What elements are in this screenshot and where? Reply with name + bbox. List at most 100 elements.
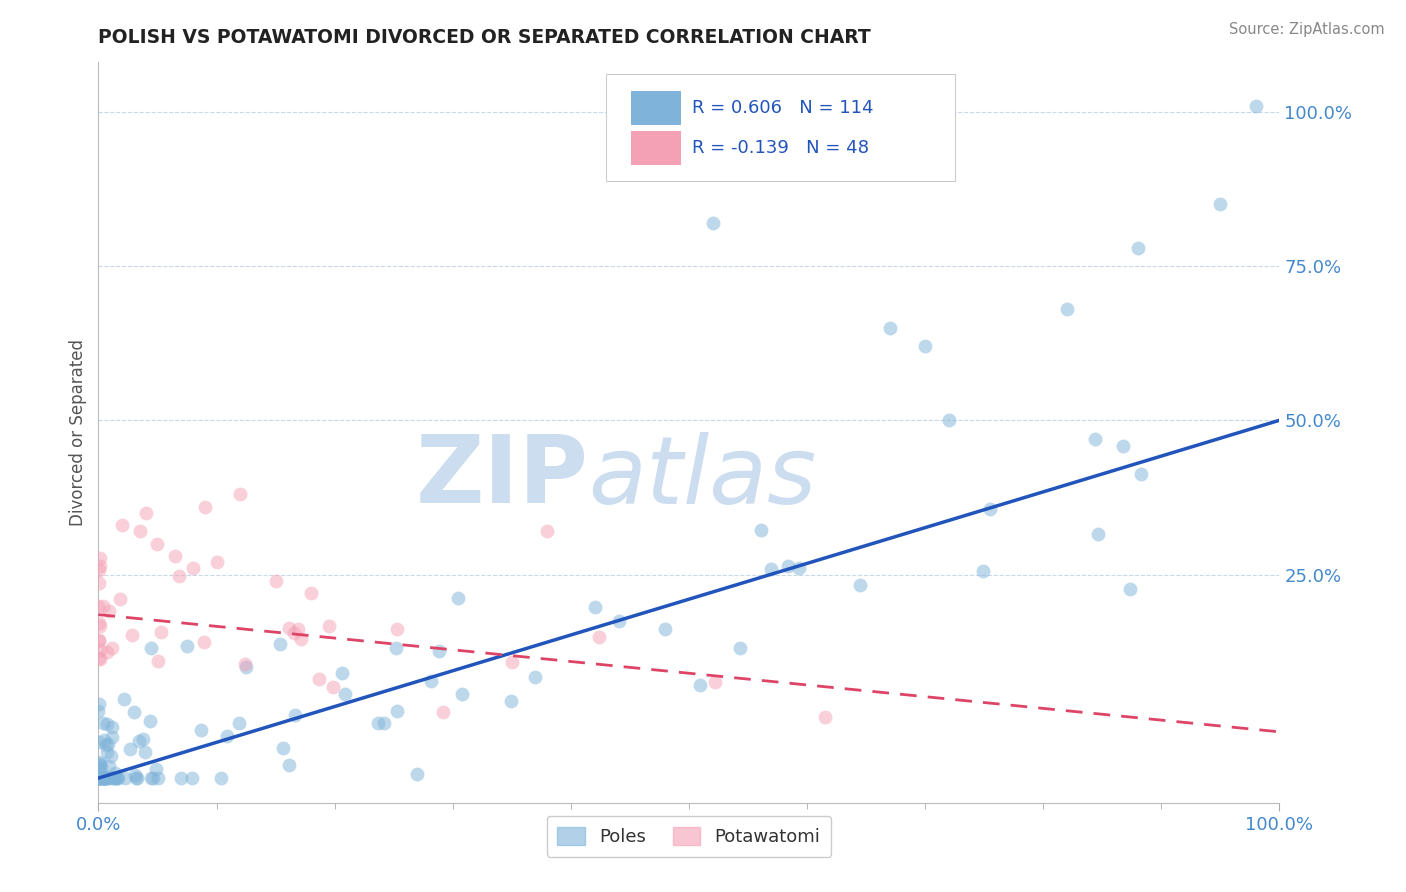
Point — [194, 500, 217, 514]
Point — [228, 716, 250, 731]
Point — [290, 632, 312, 647]
Point — [385, 622, 408, 636]
Point — [299, 586, 322, 600]
Point — [87, 771, 110, 785]
Point — [124, 771, 146, 785]
Point — [761, 562, 783, 576]
Point — [1244, 98, 1267, 112]
Point — [308, 672, 330, 686]
Point — [190, 723, 212, 738]
Point — [938, 413, 960, 427]
Point — [181, 561, 204, 575]
Point — [114, 771, 136, 785]
Point — [283, 625, 305, 640]
Point — [97, 737, 120, 751]
Point — [97, 603, 120, 617]
Point — [979, 501, 1001, 516]
Point — [165, 549, 187, 563]
Point — [90, 771, 112, 785]
Point — [87, 633, 110, 648]
Point — [139, 771, 162, 785]
Text: R = 0.606   N = 114: R = 0.606 N = 114 — [693, 99, 875, 118]
Point — [87, 771, 110, 785]
Point — [93, 599, 115, 614]
Point — [111, 518, 134, 533]
Point — [96, 645, 118, 659]
Point — [97, 771, 120, 785]
Point — [120, 741, 142, 756]
Point — [373, 716, 395, 731]
Point — [609, 614, 631, 628]
Point — [427, 644, 450, 658]
Point — [94, 771, 117, 785]
Text: atlas: atlas — [589, 432, 817, 523]
Point — [108, 591, 131, 606]
Point — [702, 216, 724, 230]
Point — [101, 730, 124, 744]
Point — [146, 771, 169, 785]
Point — [277, 621, 299, 635]
Text: R = -0.139   N = 48: R = -0.139 N = 48 — [693, 139, 869, 157]
Point — [150, 624, 173, 639]
Point — [101, 720, 124, 734]
Point — [89, 756, 111, 770]
Point — [318, 619, 340, 633]
Point — [89, 757, 111, 772]
Point — [104, 765, 127, 780]
Legend: Poles, Potawatomi: Poles, Potawatomi — [547, 815, 831, 856]
Point — [93, 771, 115, 785]
Point — [264, 574, 287, 588]
Point — [689, 678, 711, 692]
FancyBboxPatch shape — [631, 131, 681, 165]
Point — [93, 733, 115, 747]
Point — [89, 550, 111, 565]
Point — [87, 599, 110, 613]
Point — [1084, 432, 1107, 446]
Point — [96, 717, 118, 731]
Point — [322, 680, 344, 694]
Point — [87, 616, 110, 631]
Point — [87, 704, 110, 718]
Point — [87, 771, 110, 785]
Point — [87, 563, 110, 577]
Point — [94, 771, 117, 785]
Point — [451, 687, 474, 701]
Point — [499, 694, 522, 708]
Point — [447, 591, 470, 605]
FancyBboxPatch shape — [631, 91, 681, 126]
Point — [97, 758, 120, 772]
Point — [142, 771, 165, 785]
Point — [121, 627, 143, 641]
Point — [89, 735, 111, 749]
Point — [1118, 582, 1140, 597]
Point — [124, 768, 146, 782]
Point — [1111, 439, 1133, 453]
Point — [524, 670, 547, 684]
Point — [233, 657, 256, 671]
Point — [94, 771, 117, 785]
Point — [972, 564, 994, 578]
Point — [90, 771, 112, 785]
FancyBboxPatch shape — [606, 73, 955, 181]
Point — [287, 622, 309, 636]
Point — [814, 710, 837, 724]
Point — [269, 637, 291, 651]
Point — [384, 640, 406, 655]
Point — [94, 771, 117, 785]
Point — [89, 652, 111, 666]
Point — [87, 771, 110, 785]
Point — [501, 655, 523, 669]
Point — [170, 771, 193, 785]
Point — [215, 730, 238, 744]
Point — [1209, 197, 1232, 211]
Point — [730, 640, 752, 655]
Point — [229, 487, 252, 501]
Point — [94, 739, 117, 753]
Point — [135, 506, 157, 520]
Point — [122, 705, 145, 719]
Point — [107, 771, 129, 785]
Point — [367, 715, 389, 730]
Point — [89, 634, 111, 648]
Point — [139, 714, 162, 729]
Text: POLISH VS POTAWATOMI DIVORCED OR SEPARATED CORRELATION CHART: POLISH VS POTAWATOMI DIVORCED OR SEPARAT… — [98, 28, 872, 47]
